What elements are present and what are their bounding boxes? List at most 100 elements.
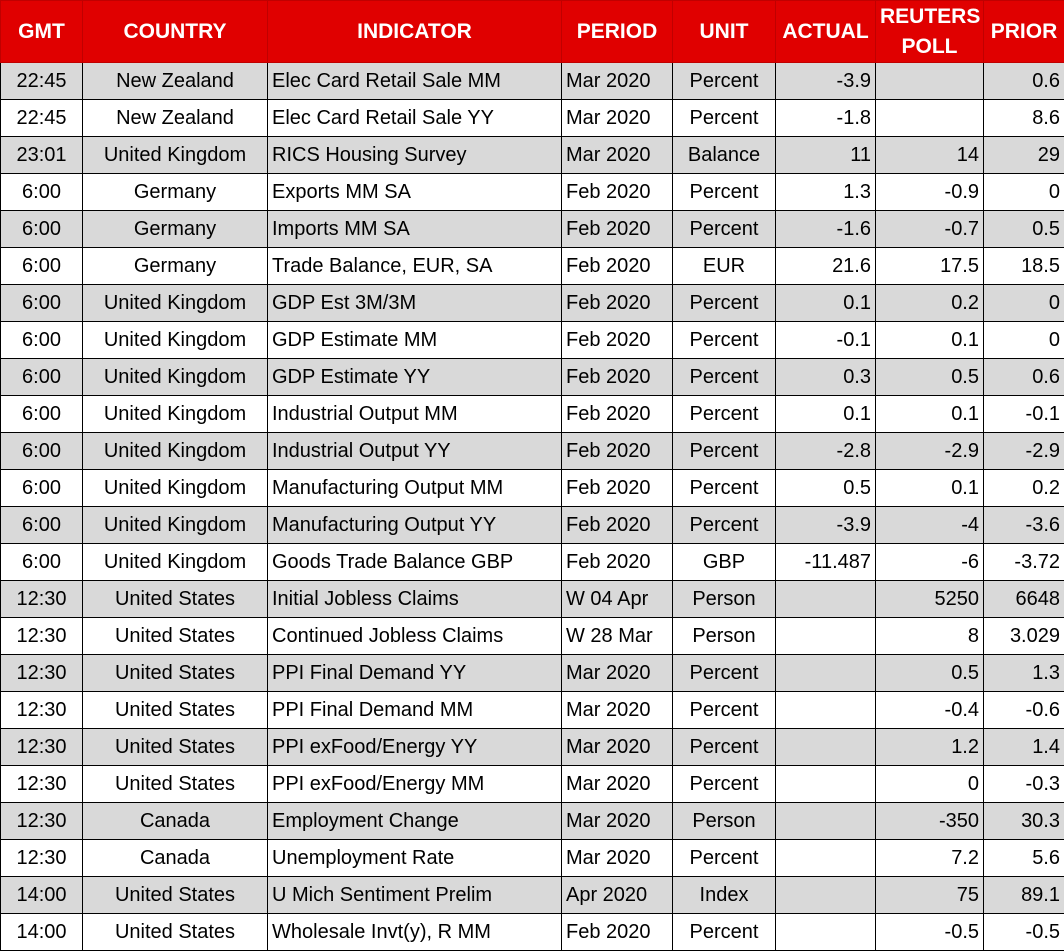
indicator-cell: PPI exFood/Energy YY	[268, 729, 562, 766]
country-cell: Canada	[83, 803, 268, 840]
actual-cell	[776, 692, 876, 729]
prior-cell: 0.6	[984, 359, 1064, 396]
unit-cell: Percent	[673, 766, 776, 803]
unit-cell: Percent	[673, 100, 776, 137]
prior-cell: -0.3	[984, 766, 1064, 803]
unit-cell: Percent	[673, 322, 776, 359]
indicator-cell: GDP Estimate YY	[268, 359, 562, 396]
country-cell: United States	[83, 877, 268, 914]
unit-cell: Index	[673, 877, 776, 914]
actual-cell: 0.3	[776, 359, 876, 396]
reuters-poll-cell: -4	[876, 507, 984, 544]
country-cell: New Zealand	[83, 63, 268, 100]
country-cell: United States	[83, 729, 268, 766]
reuters-poll-cell: 14	[876, 137, 984, 174]
reuters-poll-cell: -0.9	[876, 174, 984, 211]
period-cell: Feb 2020	[562, 322, 673, 359]
prior-cell: -2.9	[984, 433, 1064, 470]
unit-cell: Percent	[673, 470, 776, 507]
header-cell: REUTERS POLL	[876, 1, 984, 63]
actual-cell	[776, 877, 876, 914]
period-cell: Mar 2020	[562, 692, 673, 729]
country-cell: Germany	[83, 174, 268, 211]
gmt-cell: 6:00	[1, 322, 83, 359]
indicator-cell: Employment Change	[268, 803, 562, 840]
gmt-cell: 6:00	[1, 211, 83, 248]
prior-cell: 1.3	[984, 655, 1064, 692]
period-cell: Mar 2020	[562, 729, 673, 766]
actual-cell: 1.3	[776, 174, 876, 211]
reuters-poll-cell: 8	[876, 618, 984, 655]
indicator-cell: GDP Estimate MM	[268, 322, 562, 359]
actual-cell: 21.6	[776, 248, 876, 285]
indicator-cell: Industrial Output MM	[268, 396, 562, 433]
indicator-cell: Continued Jobless Claims	[268, 618, 562, 655]
unit-cell: Percent	[673, 63, 776, 100]
prior-cell: 0	[984, 285, 1064, 322]
prior-cell: 89.1	[984, 877, 1064, 914]
unit-cell: Percent	[673, 914, 776, 951]
indicator-cell: Wholesale Invt(y), R MM	[268, 914, 562, 951]
actual-cell: -3.9	[776, 63, 876, 100]
reuters-poll-cell: -0.4	[876, 692, 984, 729]
gmt-cell: 6:00	[1, 359, 83, 396]
country-cell: United Kingdom	[83, 470, 268, 507]
gmt-cell: 12:30	[1, 803, 83, 840]
actual-cell	[776, 729, 876, 766]
actual-cell: -1.6	[776, 211, 876, 248]
period-cell: W 04 Apr	[562, 581, 673, 618]
reuters-poll-cell: 1.2	[876, 729, 984, 766]
country-cell: Germany	[83, 248, 268, 285]
unit-cell: Balance	[673, 137, 776, 174]
indicator-cell: GDP Est 3M/3M	[268, 285, 562, 322]
actual-cell: -2.8	[776, 433, 876, 470]
country-cell: United States	[83, 581, 268, 618]
reuters-poll-cell: 7.2	[876, 840, 984, 877]
reuters-poll-cell: -0.7	[876, 211, 984, 248]
period-cell: Feb 2020	[562, 285, 673, 322]
reuters-poll-cell: 0.1	[876, 396, 984, 433]
gmt-cell: 12:30	[1, 766, 83, 803]
period-cell: Mar 2020	[562, 766, 673, 803]
unit-cell: Percent	[673, 507, 776, 544]
unit-cell: Percent	[673, 655, 776, 692]
country-cell: United Kingdom	[83, 396, 268, 433]
country-cell: New Zealand	[83, 100, 268, 137]
prior-cell: -0.5	[984, 914, 1064, 951]
prior-cell: -0.1	[984, 396, 1064, 433]
indicator-cell: Unemployment Rate	[268, 840, 562, 877]
header-cell: PERIOD	[562, 1, 673, 63]
gmt-cell: 14:00	[1, 877, 83, 914]
actual-cell: 0.1	[776, 396, 876, 433]
period-cell: Feb 2020	[562, 470, 673, 507]
unit-cell: GBP	[673, 544, 776, 581]
country-cell: United Kingdom	[83, 322, 268, 359]
reuters-poll-cell: 0.5	[876, 655, 984, 692]
prior-cell: 0.6	[984, 63, 1064, 100]
country-cell: United Kingdom	[83, 433, 268, 470]
period-cell: Feb 2020	[562, 211, 673, 248]
prior-cell: 3.029	[984, 618, 1064, 655]
gmt-cell: 6:00	[1, 433, 83, 470]
unit-cell: Percent	[673, 840, 776, 877]
unit-cell: Percent	[673, 359, 776, 396]
actual-cell	[776, 655, 876, 692]
country-cell: United Kingdom	[83, 137, 268, 174]
reuters-poll-cell: -350	[876, 803, 984, 840]
unit-cell: Percent	[673, 729, 776, 766]
